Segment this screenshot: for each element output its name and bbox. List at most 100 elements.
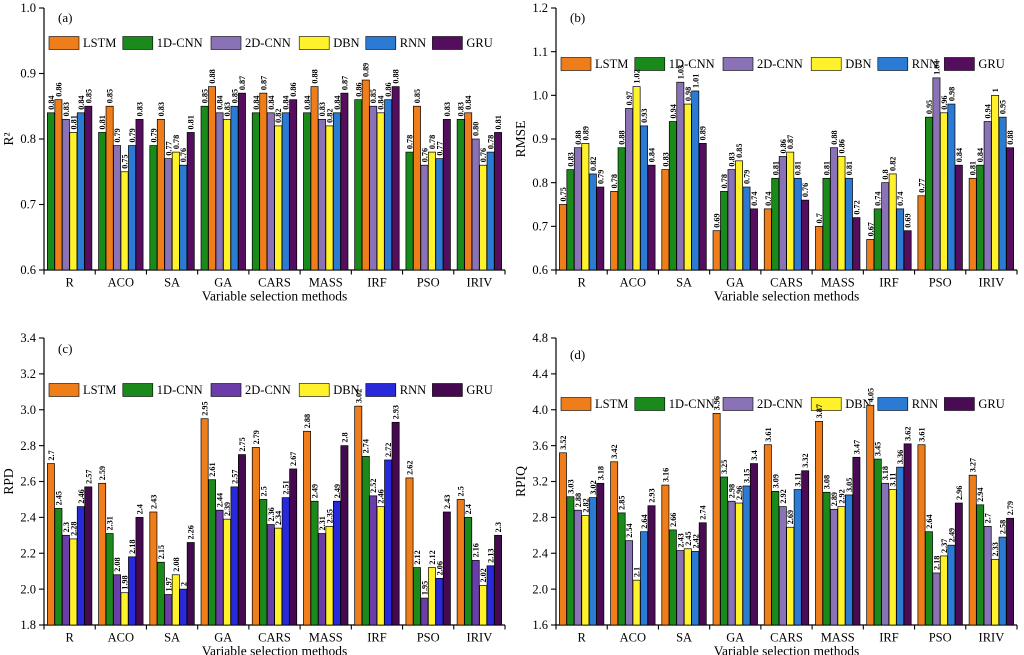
bar-value-label: 1.95 bbox=[420, 581, 429, 595]
bar-lstm-sa bbox=[661, 484, 670, 626]
legend-label-1d-cnn: 1D-CNN bbox=[669, 57, 715, 71]
bar-1d-cnn-r bbox=[566, 169, 575, 271]
bar-gru-irf bbox=[391, 421, 400, 626]
bar-value-label: 0.84 bbox=[648, 148, 657, 162]
bar-value-label: 3.11 bbox=[794, 473, 803, 487]
bar-value-label: 0.86 bbox=[779, 139, 788, 153]
bar-value-label: 2.43 bbox=[149, 495, 158, 509]
bar-value-label: 0.86 bbox=[54, 82, 63, 96]
bar-dbn-sa bbox=[683, 103, 692, 271]
x-tick-label: CARS bbox=[258, 631, 291, 645]
y-tick-label: 1.2 bbox=[532, 1, 548, 15]
bar-value-label: 2.31 bbox=[318, 516, 327, 530]
bar-value-label: 0.88 bbox=[574, 130, 583, 144]
legend-swatch-1d-cnn bbox=[122, 36, 154, 50]
bar-value-label: 2.51 bbox=[282, 480, 291, 494]
legend-swatch-lstm bbox=[560, 57, 592, 71]
bar-dbn-ga bbox=[223, 518, 231, 626]
x-tick-label: ACO bbox=[620, 276, 646, 290]
y-tick-label: 3.4 bbox=[20, 331, 36, 345]
y-tick-label: 0.8 bbox=[20, 132, 36, 146]
bar-value-label: 3.08 bbox=[823, 475, 832, 489]
bar-value-label: 2.1 bbox=[633, 567, 642, 577]
x-tick-label: ACO bbox=[108, 631, 134, 645]
bar-value-label: 0.85 bbox=[369, 89, 378, 103]
bar-2d-cnn-r bbox=[573, 147, 582, 271]
bar-value-label: 1.01 bbox=[691, 74, 700, 88]
bar-1d-cnn-pso bbox=[925, 116, 933, 271]
bar-value-label: 0.83 bbox=[457, 102, 466, 116]
bar-lstm-mass bbox=[815, 421, 823, 626]
bar-value-label: 0.83 bbox=[566, 152, 575, 166]
bar-dbn-pso bbox=[939, 112, 948, 271]
y-tick-label: 2.0 bbox=[532, 582, 548, 596]
bar-value-label: 2.54 bbox=[625, 523, 634, 537]
bar-value-label: 2.75 bbox=[238, 437, 247, 451]
bar-lstm-aco bbox=[610, 191, 619, 271]
bar-dbn-irf bbox=[376, 112, 385, 271]
bar-value-label: 3.02 bbox=[589, 480, 598, 494]
bar-2d-cnn-ga bbox=[727, 500, 736, 626]
bar-value-label: 0.79 bbox=[742, 170, 751, 184]
bar-lstm-r bbox=[558, 452, 567, 626]
bar-value-label: 0.80 bbox=[472, 122, 481, 136]
bar-dbn-cars bbox=[274, 125, 283, 271]
bar-value-label: 2.93 bbox=[392, 405, 401, 419]
bar-dbn-r bbox=[581, 515, 590, 626]
bar-value-label: 2.15 bbox=[157, 545, 166, 559]
bar-rnn-pso bbox=[947, 544, 956, 626]
bar-1d-cnn-ga bbox=[720, 191, 729, 271]
bar-2d-cnn-mass bbox=[318, 118, 326, 271]
bar-dbn-cars bbox=[786, 526, 795, 626]
bar-1d-cnn-mass bbox=[822, 177, 831, 271]
bar-gru-sa bbox=[698, 143, 707, 271]
bar-value-label: 0.74 bbox=[874, 192, 883, 206]
bar-value-label: 0.69 bbox=[904, 213, 913, 227]
bar-value-label: 3.18 bbox=[881, 466, 890, 480]
bar-value-label: 0.89 bbox=[581, 126, 590, 140]
y-tick-label: 1.1 bbox=[532, 45, 548, 59]
y-tick-label: 2.8 bbox=[532, 511, 548, 525]
legend-label-lstm: LSTM bbox=[595, 57, 628, 71]
bar-lstm-pso bbox=[405, 477, 414, 626]
bar-2d-cnn-iriv bbox=[983, 525, 992, 626]
bar-value-label: 0.79 bbox=[113, 128, 122, 142]
bar-value-label: 0.77 bbox=[435, 141, 444, 155]
x-tick-label: R bbox=[65, 276, 74, 290]
bar-gru-iriv bbox=[494, 534, 503, 626]
bar-value-label: 2.94 bbox=[976, 487, 985, 501]
bar-1d-cnn-iriv bbox=[976, 164, 985, 271]
bar-value-label: 2.02 bbox=[479, 568, 488, 582]
bar-2d-cnn-r bbox=[573, 509, 582, 626]
legend-swatch-lstm bbox=[48, 36, 80, 50]
bar-rnn-aco bbox=[128, 145, 136, 271]
x-tick-label: CARS bbox=[258, 276, 291, 290]
y-axis-title: RPD bbox=[1, 468, 16, 495]
bar-2d-cnn-aco bbox=[625, 540, 634, 626]
x-tick-label: IRF bbox=[879, 631, 899, 645]
bar-value-label: 4.05 bbox=[866, 388, 875, 402]
x-tick-label: GA bbox=[726, 276, 744, 290]
bar-value-label: 0.81 bbox=[823, 161, 832, 175]
bar-value-label: 2.62 bbox=[405, 461, 414, 475]
legend-swatch-1d-cnn bbox=[122, 383, 154, 397]
bar-2d-cnn-sa bbox=[676, 81, 685, 271]
bar-value-label: 2.43 bbox=[443, 495, 452, 509]
bar-rnn-irf bbox=[384, 459, 393, 626]
bar-gru-cars bbox=[801, 199, 810, 271]
bar-2d-cnn-irf bbox=[881, 182, 890, 271]
bar-2d-cnn-sa bbox=[676, 550, 685, 626]
bar-2d-cnn-irf bbox=[369, 495, 378, 626]
bar-value-label: 2.61 bbox=[208, 462, 217, 476]
bar-gru-mass bbox=[340, 445, 349, 626]
bar-value-label: 0.87 bbox=[786, 135, 795, 149]
bar-value-label: 0.88 bbox=[830, 130, 839, 144]
legend-label-gru: GRU bbox=[978, 57, 1004, 71]
legend-swatch-dbn bbox=[810, 57, 842, 71]
bar-value-label: 2.31 bbox=[106, 516, 115, 530]
bar-1d-cnn-cars bbox=[771, 177, 780, 271]
bar-value-label: 0.98 bbox=[684, 87, 693, 101]
bar-2d-cnn-aco bbox=[625, 108, 634, 271]
bar-lstm-ga bbox=[712, 230, 721, 271]
bar-value-label: 3.32 bbox=[801, 453, 810, 467]
